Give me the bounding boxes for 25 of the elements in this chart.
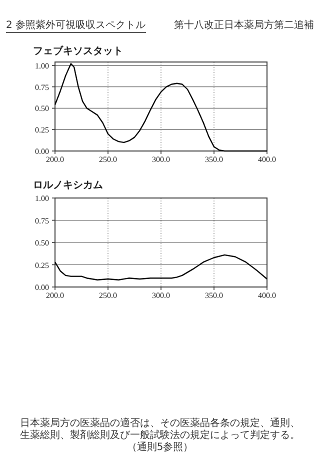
- text: 2 参照紫外可視吸収スペクトル: [6, 18, 146, 33]
- y-tick-label: 0.75: [35, 82, 49, 92]
- x-tick-label: 300.0: [152, 155, 170, 164]
- x-tick-label: 400.0: [258, 291, 276, 300]
- chart-title: ロルノキシカム: [33, 179, 103, 192]
- y-tick-label: 0.00: [35, 147, 49, 156]
- y-tick-label: 1.00: [35, 194, 49, 203]
- x-tick-label: 250.0: [99, 155, 117, 164]
- x-tick-label: 350.0: [205, 155, 223, 164]
- x-tick-label: 200.0: [46, 291, 64, 300]
- text: 第十八改正日本薬局方第二追補: [174, 18, 314, 32]
- x-tick-label: 200.0: [46, 155, 64, 164]
- y-tick-label: 1.00: [35, 61, 49, 70]
- text: 日本薬局方の医薬品の適否は、その医薬品各条の規定、通則、生薬総則、製剤総則及び一般試験法の規定によって判定する。（通則5参照）: [20, 418, 300, 453]
- x-tick-label: 250.0: [99, 291, 117, 300]
- y-tick-label: 0.00: [35, 283, 49, 292]
- chart-title: フェブキソスタット: [33, 44, 123, 58]
- y-tick-label: 0.75: [35, 216, 49, 226]
- y-tick-label: 0.25: [35, 126, 49, 135]
- x-tick-label: 350.0: [205, 291, 223, 300]
- x-tick-label: 400.0: [258, 155, 276, 164]
- y-tick-label: 0.50: [35, 104, 49, 114]
- y-tick-label: 0.25: [35, 260, 49, 270]
- y-tick-label: 0.50: [35, 238, 49, 248]
- x-tick-label: 300.0: [152, 291, 170, 300]
